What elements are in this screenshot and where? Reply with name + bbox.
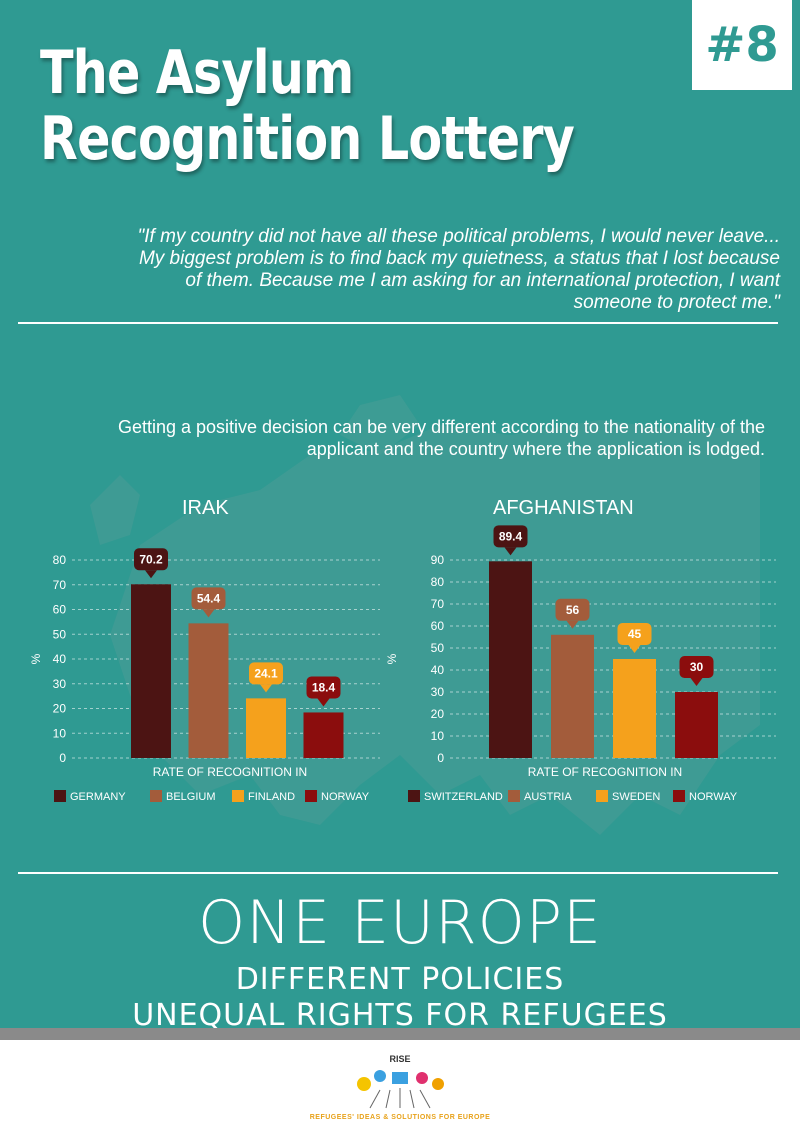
- legend-label: BELGIUM: [166, 791, 216, 803]
- y-axis-label: %: [385, 653, 399, 664]
- data-label: 54.4: [197, 591, 221, 605]
- chart-title: IRAK: [182, 497, 229, 519]
- y-tick-label: 0: [59, 751, 66, 765]
- bar: [489, 561, 532, 758]
- y-tick-label: 70: [431, 597, 445, 611]
- data-label-pointer: [145, 570, 157, 579]
- data-label: 30: [690, 660, 704, 674]
- bar: [613, 659, 656, 758]
- rise-logo-icon: [357, 1070, 444, 1109]
- bar: [131, 584, 171, 758]
- y-tick-label: 30: [53, 677, 67, 691]
- legend-swatch: [150, 790, 162, 802]
- legend-swatch: [508, 790, 520, 802]
- data-label-pointer: [628, 645, 641, 653]
- data-label: 70.2: [139, 552, 163, 566]
- slogan-subline-1: DIFFERENT POLICIES: [235, 962, 565, 997]
- y-tick-label: 80: [53, 553, 67, 567]
- data-label-bubble: [555, 598, 590, 621]
- data-label: 24.1: [254, 666, 278, 680]
- footer-separator: [0, 1028, 800, 1040]
- footer: RISE REFUGEES' IDEAS & SOLUTIONS FOR EUR…: [0, 1040, 800, 1140]
- y-tick-label: 30: [431, 685, 445, 699]
- data-label-pointer: [690, 678, 703, 686]
- legend-label: AUSTRIA: [524, 791, 572, 803]
- data-label-bubble: [306, 676, 341, 699]
- legend-label: SWEDEN: [612, 791, 660, 803]
- bar: [188, 623, 229, 758]
- x-axis-label: RATE OF RECOGNITION IN: [528, 765, 682, 779]
- bar: [246, 698, 286, 758]
- intro-text: Getting a positive decision can be very …: [117, 417, 765, 459]
- data-label-bubble: [191, 587, 226, 610]
- data-label-pointer: [202, 609, 215, 618]
- title-line-1: The Asylum: [40, 38, 354, 108]
- legend-swatch: [54, 790, 66, 802]
- data-label: 18.4: [312, 680, 336, 694]
- y-tick-label: 80: [431, 575, 445, 589]
- slogan-headline: ONE EUROPE: [198, 888, 602, 958]
- bar: [551, 634, 594, 758]
- data-label-pointer: [317, 698, 330, 707]
- y-tick-label: 60: [53, 603, 67, 617]
- y-axis-label: %: [29, 653, 43, 664]
- y-tick-label: 10: [53, 726, 67, 740]
- issue-number-badge: #8: [692, 0, 792, 90]
- organization-tagline: REFUGEES' IDEAS & SOLUTIONS FOR EUROPE: [309, 1114, 491, 1121]
- data-label-bubble: [679, 656, 714, 678]
- y-tick-label: 90: [431, 553, 445, 567]
- data-label-pointer: [260, 684, 272, 693]
- data-label-pointer: [566, 620, 579, 629]
- x-axis-label: RATE OF RECOGNITION IN: [153, 765, 307, 779]
- legend-swatch: [305, 790, 317, 802]
- y-tick-label: 50: [53, 627, 67, 641]
- page-title: The Asylum Recognition Lottery: [40, 38, 575, 174]
- afghanistan-chart: AFGHANISTAN 0 10 20 30 40 50 60 70 80 90% 89.4 56 45 3…: [385, 497, 776, 803]
- data-label-bubble: [134, 548, 168, 571]
- data-label-pointer: [504, 547, 517, 556]
- bar: [303, 712, 344, 758]
- y-tick-label: 20: [431, 707, 445, 721]
- data-label-bubble: [493, 525, 528, 548]
- bar: [675, 692, 718, 758]
- top-divider: [18, 322, 778, 324]
- y-tick-label: 40: [53, 652, 67, 666]
- legend-label: SWITZERLAND: [424, 791, 503, 803]
- bottom-divider: [18, 872, 778, 874]
- legend-label: NORWAY: [689, 791, 738, 803]
- legend-swatch: [232, 790, 244, 802]
- y-tick-label: 20: [53, 702, 67, 716]
- refugee-quote: "If my country did not have all these po…: [137, 226, 780, 313]
- legend-swatch: [596, 790, 608, 802]
- irak-chart: IRAK 0 10 20 30 40 50 60 70 80% 70.2 54.4 24.1 18.4 RA…: [29, 497, 380, 803]
- y-tick-label: 50: [431, 641, 445, 655]
- data-label: 56: [566, 603, 580, 617]
- data-label-bubble: [249, 662, 283, 685]
- legend-label: FINLAND: [248, 791, 295, 803]
- legend-swatch: [673, 790, 685, 802]
- organization-name: RISE: [389, 1054, 411, 1064]
- y-tick-label: 70: [53, 578, 67, 592]
- y-tick-label: 0: [437, 751, 444, 765]
- legend-swatch: [408, 790, 420, 802]
- legend-label: GERMANY: [70, 791, 126, 803]
- data-label: 45: [628, 627, 642, 641]
- slogan-subline-2: UNEQUAL RIGHTS FOR REFUGEES: [132, 998, 668, 1033]
- data-label: 89.4: [499, 529, 523, 543]
- y-tick-label: 60: [431, 619, 445, 633]
- y-tick-label: 10: [431, 729, 445, 743]
- y-tick-label: 40: [431, 663, 445, 677]
- data-label-bubble: [617, 623, 652, 645]
- chart-title: AFGHANISTAN: [493, 497, 634, 519]
- legend-label: NORWAY: [321, 791, 370, 803]
- title-line-2: Recognition Lottery: [40, 104, 575, 174]
